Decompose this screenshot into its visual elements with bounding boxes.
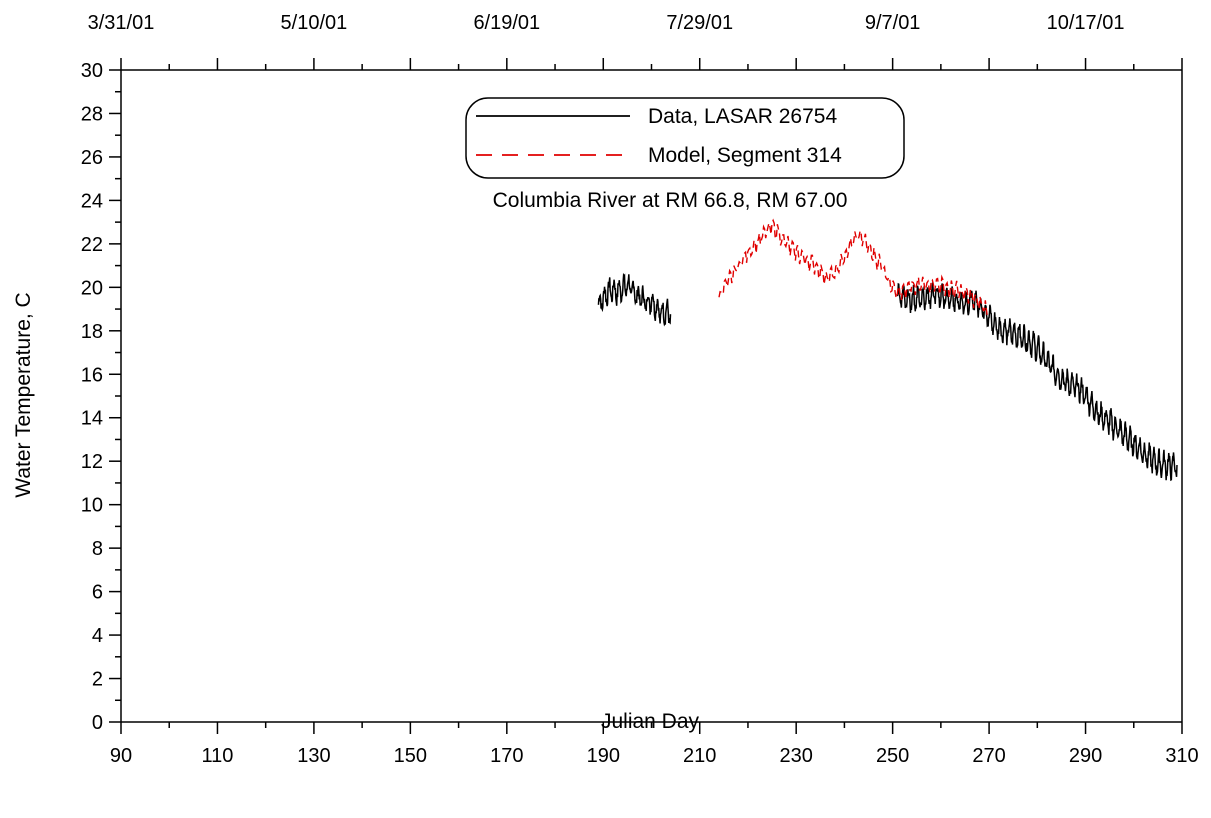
top-date-label: 6/19/01 (473, 12, 540, 34)
series-layer (597, 218, 1178, 482)
y-tick-label: 30 (81, 60, 103, 82)
x-tick-label: 250 (876, 745, 909, 767)
top-date-label: 7/29/01 (666, 12, 733, 34)
x-tick-label: 130 (297, 745, 330, 767)
y-tick-label: 22 (81, 234, 103, 256)
chart-annotation: Columbia River at RM 66.8, RM 67.00 (493, 189, 848, 212)
y-tick-label: 20 (81, 277, 103, 299)
y-tick-label: 24 (81, 190, 103, 212)
legend-box (465, 97, 905, 179)
y-tick-label: 12 (81, 451, 103, 473)
y-tick-label: 28 (81, 103, 103, 125)
x-tick-label: 210 (683, 745, 716, 767)
top-date-label: 5/10/01 (281, 12, 348, 34)
axis-tick-labels: 90 110 130 150 170 190 210 230 250 270 290 31002468… (81, 12, 1199, 767)
x-tick-label: 110 (202, 745, 234, 767)
y-tick-label: 2 (92, 669, 103, 691)
x-axis-title: Julian Day (601, 710, 700, 733)
data-series-line-segment-2 (896, 282, 1178, 482)
axis-ticks (109, 58, 1183, 734)
top-date-label: 10/17/01 (1047, 12, 1125, 34)
legend-label-data: Data, LASAR 26754 (648, 105, 837, 128)
x-tick-label: 150 (394, 745, 427, 767)
x-tick-label: 230 (779, 745, 812, 767)
y-tick-label: 16 (81, 364, 103, 386)
legend: Data, LASAR 26754 Model, Segment 314 (465, 97, 905, 179)
y-tick-label: 6 (92, 582, 103, 604)
top-date-label: 9/7/01 (865, 12, 921, 34)
x-tick-label: 90 (110, 745, 132, 767)
y-tick-label: 26 (81, 147, 103, 169)
y-tick-label: 8 (92, 538, 103, 560)
x-tick-label: 190 (587, 745, 620, 767)
y-axis-title: Water Temperature, C (12, 292, 35, 497)
data-series-line-segment-1 (597, 272, 672, 327)
y-tick-label: 4 (92, 625, 103, 647)
y-tick-label: 10 (81, 495, 103, 517)
y-tick-label: 14 (81, 408, 103, 430)
x-tick-label: 310 (1165, 745, 1198, 767)
y-tick-label: 18 (81, 321, 103, 343)
top-date-label: 3/31/01 (88, 12, 155, 34)
x-tick-label: 170 (490, 745, 523, 767)
y-tick-label: 0 (92, 712, 103, 734)
model-series-line (718, 218, 989, 319)
x-tick-label: 290 (1069, 745, 1102, 767)
x-tick-label: 270 (972, 745, 1005, 767)
legend-label-model: Model, Segment 314 (648, 144, 842, 167)
